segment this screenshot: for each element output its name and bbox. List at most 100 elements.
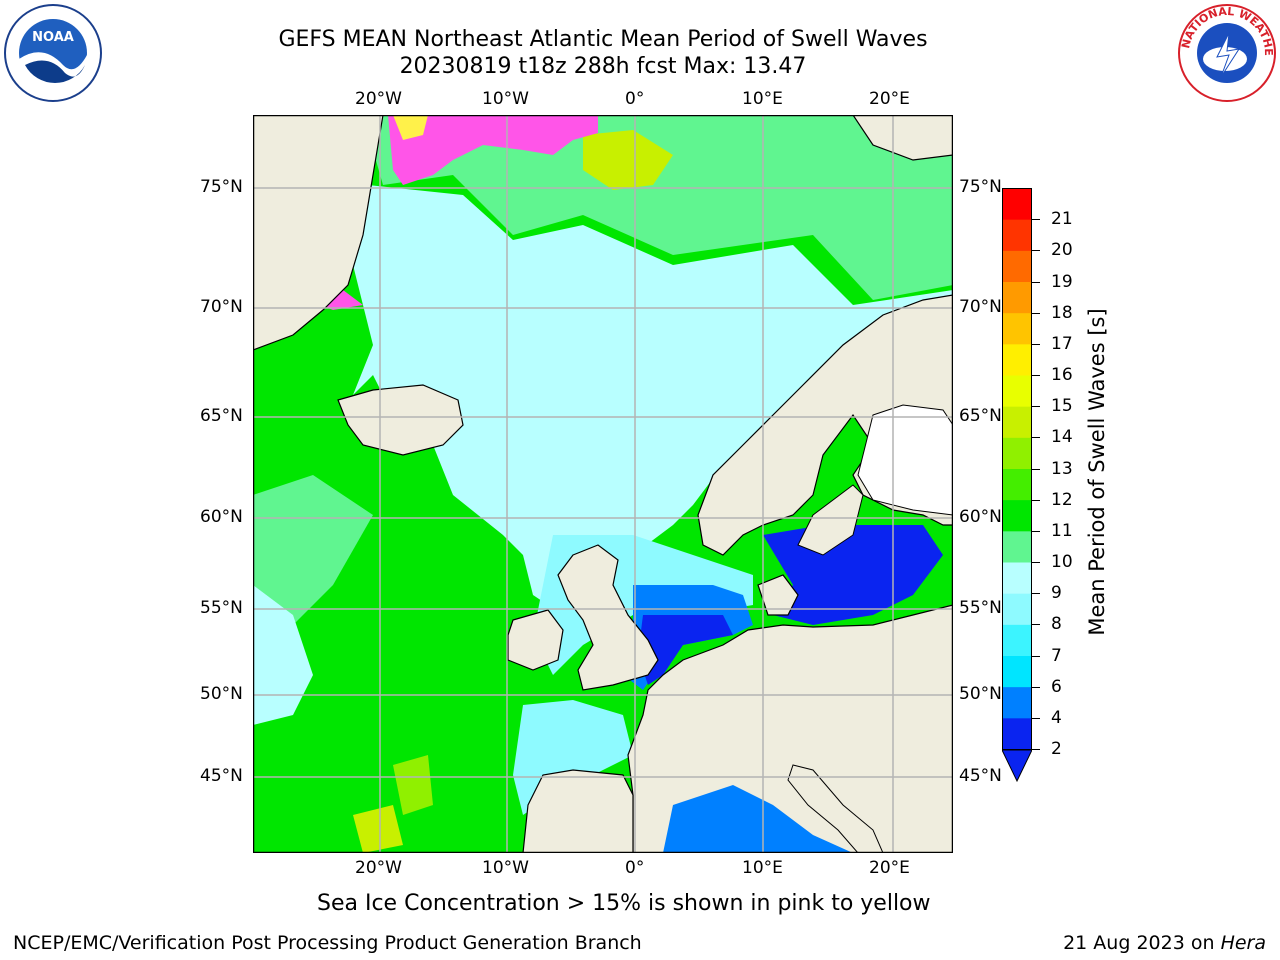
lon-label-top-10w: 10°W	[482, 89, 529, 109]
page-subtitle: 20230819 t18z 288h fcst Max: 13.47	[399, 54, 807, 79]
colorbar-bin	[1002, 312, 1032, 345]
colorbar-bin	[1002, 188, 1032, 220]
colorbar-bin	[1002, 593, 1032, 625]
sea-mediterranean	[663, 785, 853, 853]
colorbar-tick-label: 15	[1051, 396, 1073, 417]
colorbar-bin	[1002, 686, 1032, 719]
land-iceland	[337, 384, 464, 456]
colorbar-bin	[1002, 219, 1032, 251]
colorbar-tick-label: 11	[1051, 520, 1073, 541]
lat-label-left-65n: 65°N	[200, 406, 243, 426]
swell-period-map	[253, 115, 953, 853]
colorbar-bin	[1002, 499, 1032, 532]
lat-label-right-65n: 65°N	[959, 406, 1002, 426]
colorbar-tick-mark	[1032, 375, 1040, 376]
land-southern-sweden	[797, 484, 864, 556]
colorbar-tick-label: 17	[1051, 333, 1073, 354]
field-band-9-10-west	[253, 475, 373, 635]
field-patch-11-12-south	[393, 755, 433, 815]
colorbar-bin	[1002, 717, 1032, 750]
colorbar-tick-mark	[1032, 406, 1040, 408]
colorbar-tick-label: 18	[1051, 302, 1073, 323]
land-denmark	[757, 574, 799, 616]
lat-label-left-70n: 70°N	[200, 297, 243, 317]
land-great-britain	[557, 544, 659, 691]
nws-logo: NATIONAL WEATHER SERVICE	[1177, 3, 1276, 102]
colorbar-tick-mark	[1032, 499, 1040, 501]
land-svalbard	[852, 115, 953, 161]
colorbar-tick-mark	[1032, 562, 1040, 563]
colorbar	[1002, 188, 1032, 783]
lat-label-left-45n: 45°N	[200, 766, 243, 786]
lat-label-right-60n: 60°N	[959, 507, 1002, 527]
colorbar-ticks: 2 4 6 7 8 9 10 11 12 13 14 15 16 17 18 19 20 21	[1032, 178, 1094, 778]
colorbar-tick-mark	[1032, 717, 1040, 719]
lon-label-bottom-10w: 10°W	[482, 858, 529, 878]
colorbar-tick-label: 12	[1051, 489, 1073, 510]
lat-label-right-55n: 55°N	[959, 598, 1002, 618]
colorbar-tick-mark	[1032, 250, 1040, 252]
colorbar-bin	[1002, 343, 1032, 376]
field-region-below-2-baltic	[763, 525, 943, 625]
footer-credit: NCEP/EMC/Verification Post Processing Pr…	[13, 932, 642, 954]
lat-label-left-50n: 50°N	[200, 684, 243, 704]
colorbar-tick-label: 16	[1051, 365, 1073, 385]
lon-label-bottom-0: 0°	[625, 858, 645, 878]
field-region-8-9	[353, 185, 953, 615]
lon-label-bottom-10e: 10°E	[742, 858, 783, 878]
colorbar-tick-label: 10	[1051, 552, 1073, 572]
colorbar-extend-arrow	[1002, 749, 1032, 783]
lat-label-left-60n: 60°N	[200, 507, 243, 527]
colorbar-bin	[1002, 250, 1032, 282]
field-band-9-10-north	[363, 115, 953, 300]
footer-host: Hera	[1220, 932, 1266, 954]
lon-label-bottom-20w: 20°W	[355, 858, 402, 878]
colorbar-bin	[1002, 530, 1032, 563]
colorbar-tick-mark	[1032, 593, 1040, 595]
lat-label-right-75n: 75°N	[959, 177, 1002, 197]
lon-label-top-0: 0°	[625, 89, 645, 109]
colorbar-tick-label: 4	[1051, 707, 1062, 728]
colorbar-tick-label: 19	[1051, 271, 1073, 292]
colorbar-tick-mark	[1032, 624, 1040, 626]
map-frame	[253, 115, 953, 853]
colorbar-bin	[1002, 437, 1032, 469]
colorbar-tick-label: 2	[1051, 739, 1062, 759]
svg-text:NOAA: NOAA	[32, 30, 74, 45]
sea-ice-high-concentration	[393, 115, 428, 140]
lon-label-top-10e: 10°E	[742, 89, 783, 109]
colorbar-label: Mean Period of Swell Waves [s]	[1085, 308, 1109, 636]
field-patch-12-13-south	[353, 805, 403, 853]
colorbar-bin	[1002, 624, 1032, 656]
land-ireland	[507, 609, 564, 671]
field-region-8-9-west	[253, 585, 313, 725]
colorbar-bin	[1002, 406, 1032, 438]
colorbar-tick-mark	[1032, 219, 1040, 221]
sea-ice-caption: Sea Ice Concentration > 15% is shown in …	[317, 891, 931, 916]
colorbar-bin	[1002, 562, 1032, 594]
field-region-below-2-north-sea	[638, 615, 733, 685]
footer-date: 21 Aug 2023 on Hera	[1063, 932, 1266, 954]
colorbar-tick-mark	[1032, 655, 1040, 657]
page-title: GEFS MEAN Northeast Atlantic Mean Period…	[278, 27, 928, 52]
colorbar-tick-label: 21	[1051, 209, 1073, 230]
colorbar-tick-label: 14	[1051, 427, 1073, 448]
colorbar-tick-mark	[1032, 343, 1040, 345]
colorbar-bin	[1002, 375, 1032, 407]
lon-label-top-20w: 20°W	[355, 89, 402, 109]
colorbar-tick-mark	[1032, 437, 1040, 439]
colorbar-tick-label: 6	[1051, 676, 1062, 697]
colorbar-bin	[1002, 655, 1032, 688]
colorbar-bin	[1002, 468, 1032, 501]
colorbar-tick-label: 13	[1051, 458, 1073, 479]
colorbar-tick-mark	[1032, 686, 1040, 688]
colorbar-bin	[1002, 281, 1032, 314]
colorbar-tick-mark	[1032, 530, 1040, 532]
graticule	[253, 115, 953, 853]
lat-label-right-70n: 70°N	[959, 297, 1002, 317]
footer-date-text: 21 Aug 2023 on	[1063, 932, 1221, 954]
lon-label-bottom-20e: 20°E	[869, 858, 910, 878]
lon-label-top-20e: 20°E	[869, 89, 910, 109]
land-italy	[787, 764, 884, 853]
land-bothnia-unresolved	[857, 404, 953, 516]
